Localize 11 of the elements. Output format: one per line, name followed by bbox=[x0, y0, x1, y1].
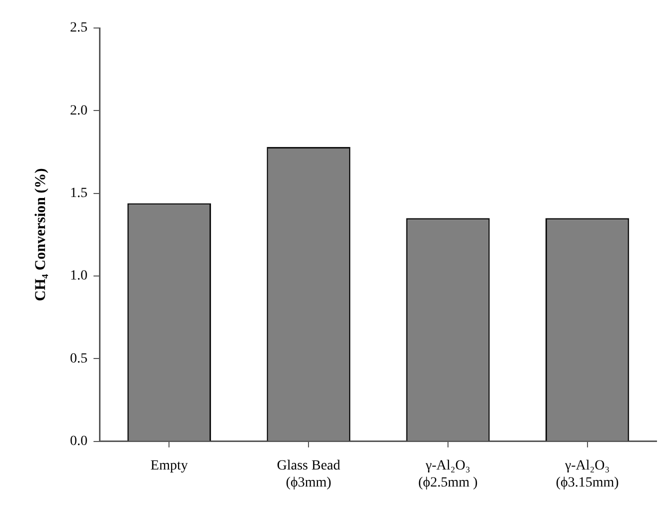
y-tick-label: 2.0 bbox=[70, 103, 88, 118]
y-tick-label: 1.0 bbox=[70, 268, 88, 284]
y-tick-label: 2.5 bbox=[70, 20, 88, 36]
x-tick-label: Glass Bead (ϕ3mm) bbox=[276, 458, 340, 490]
y-tick-label: 1.5 bbox=[70, 186, 88, 202]
y-tick-label: 0.5 bbox=[70, 351, 88, 366]
x-tick-label: γ-Al₂O₃ (ϕ2.5mm ) bbox=[418, 458, 478, 490]
x-tick-label: Empty bbox=[150, 458, 188, 474]
x-tick-label: γ-Al₂O₃ (ϕ3.15mm) bbox=[556, 458, 620, 490]
y-axis-title: CH₄ Conversion (%) bbox=[32, 168, 49, 302]
y-tick-label: 0.0 bbox=[70, 434, 88, 450]
